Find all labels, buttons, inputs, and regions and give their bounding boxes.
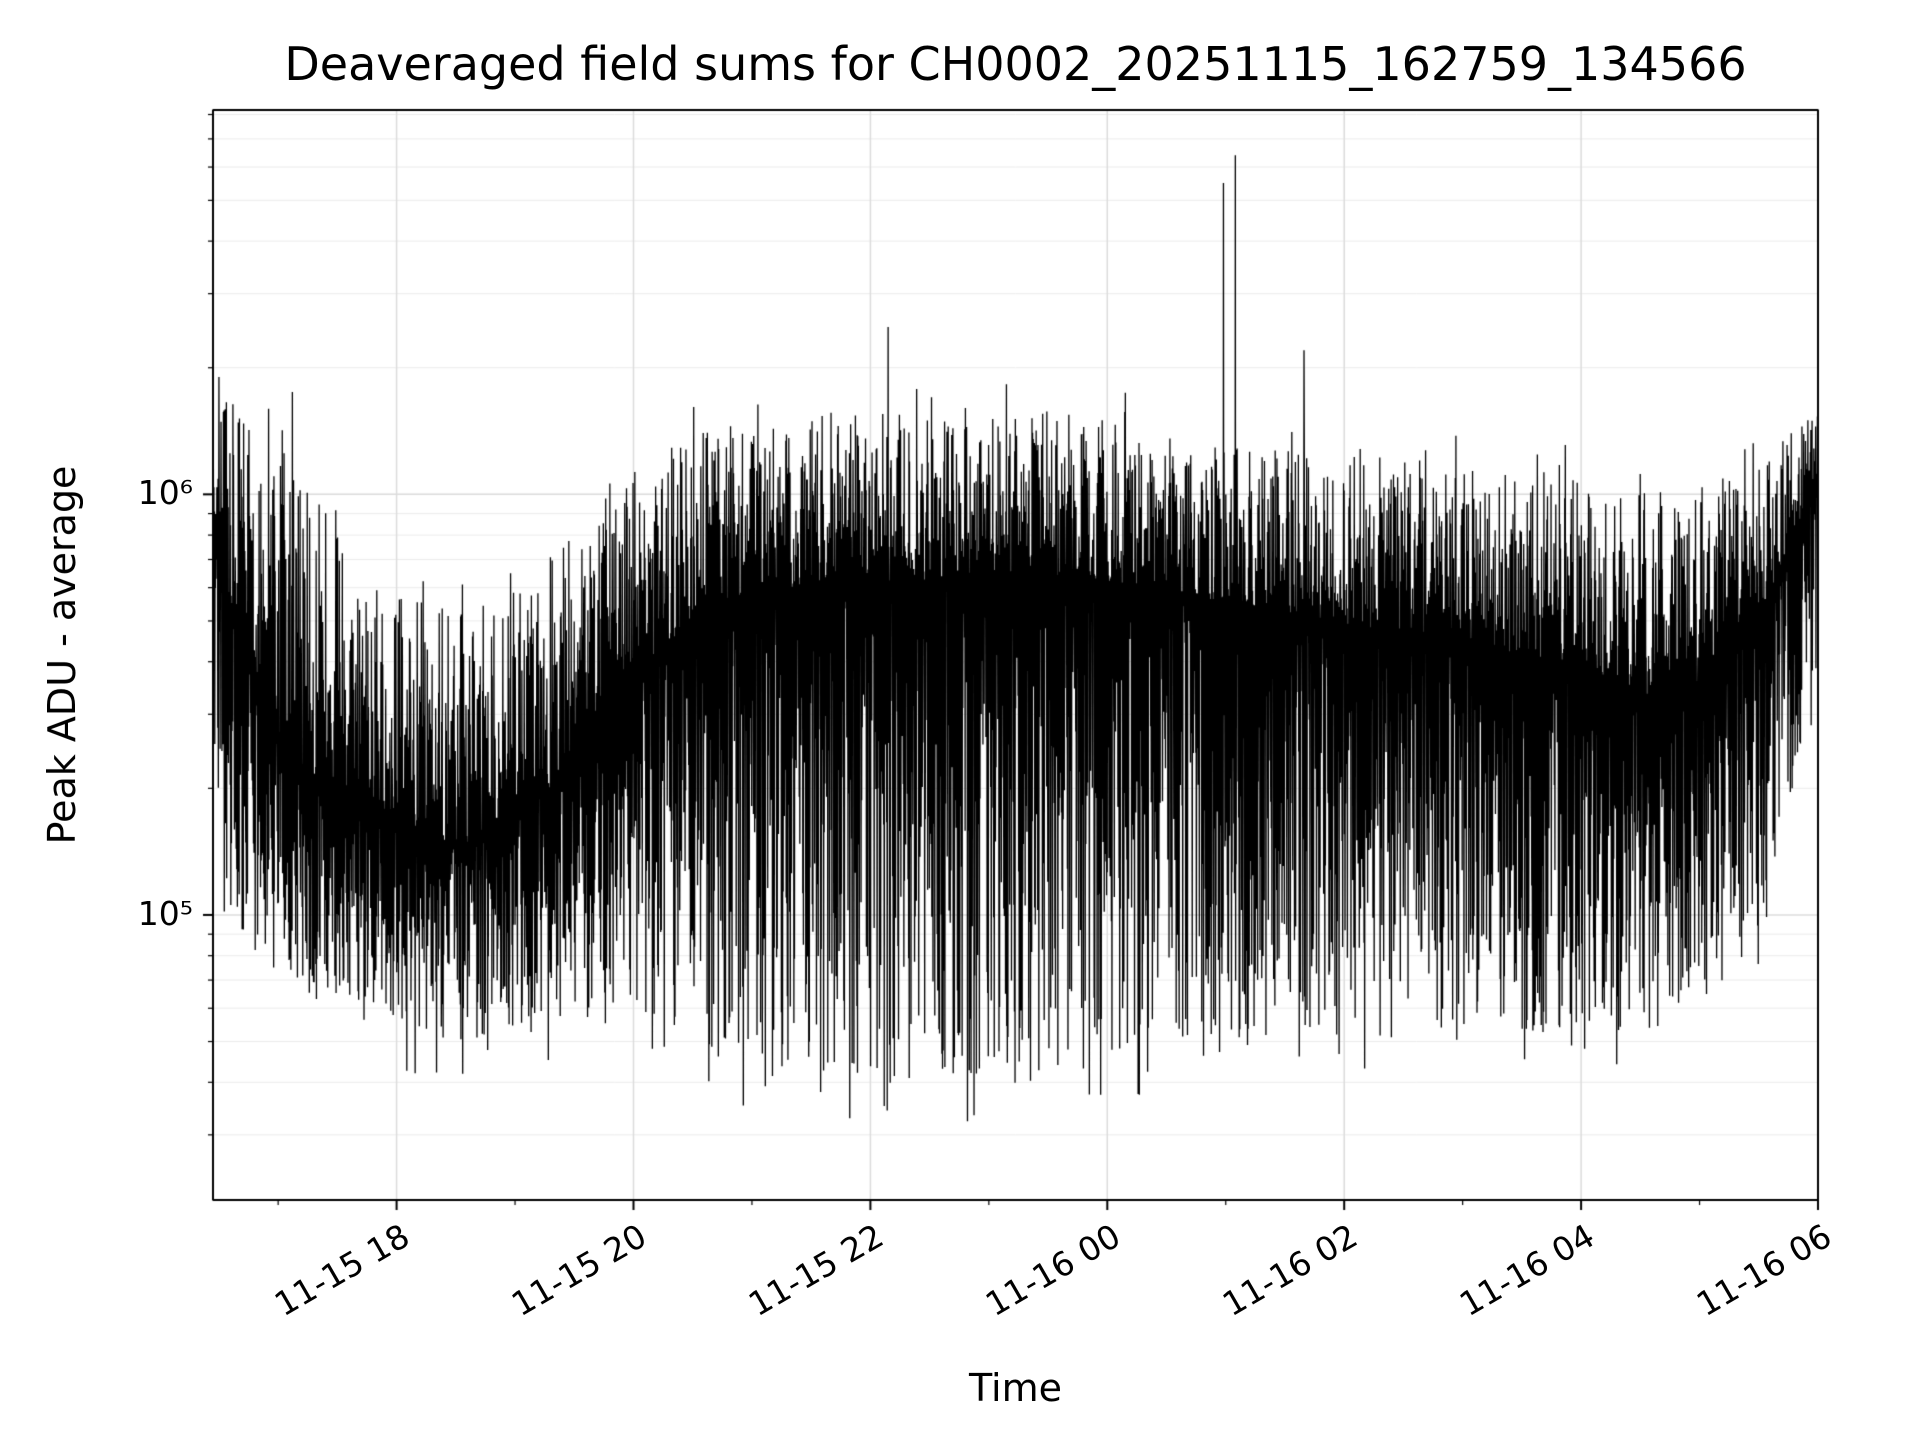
y-axis-label: Peak ADU - average [40, 465, 84, 845]
x-axis-label: Time [969, 1366, 1062, 1410]
chart-title: Deaveraged field sums for CH0002_2025111… [284, 37, 1747, 91]
